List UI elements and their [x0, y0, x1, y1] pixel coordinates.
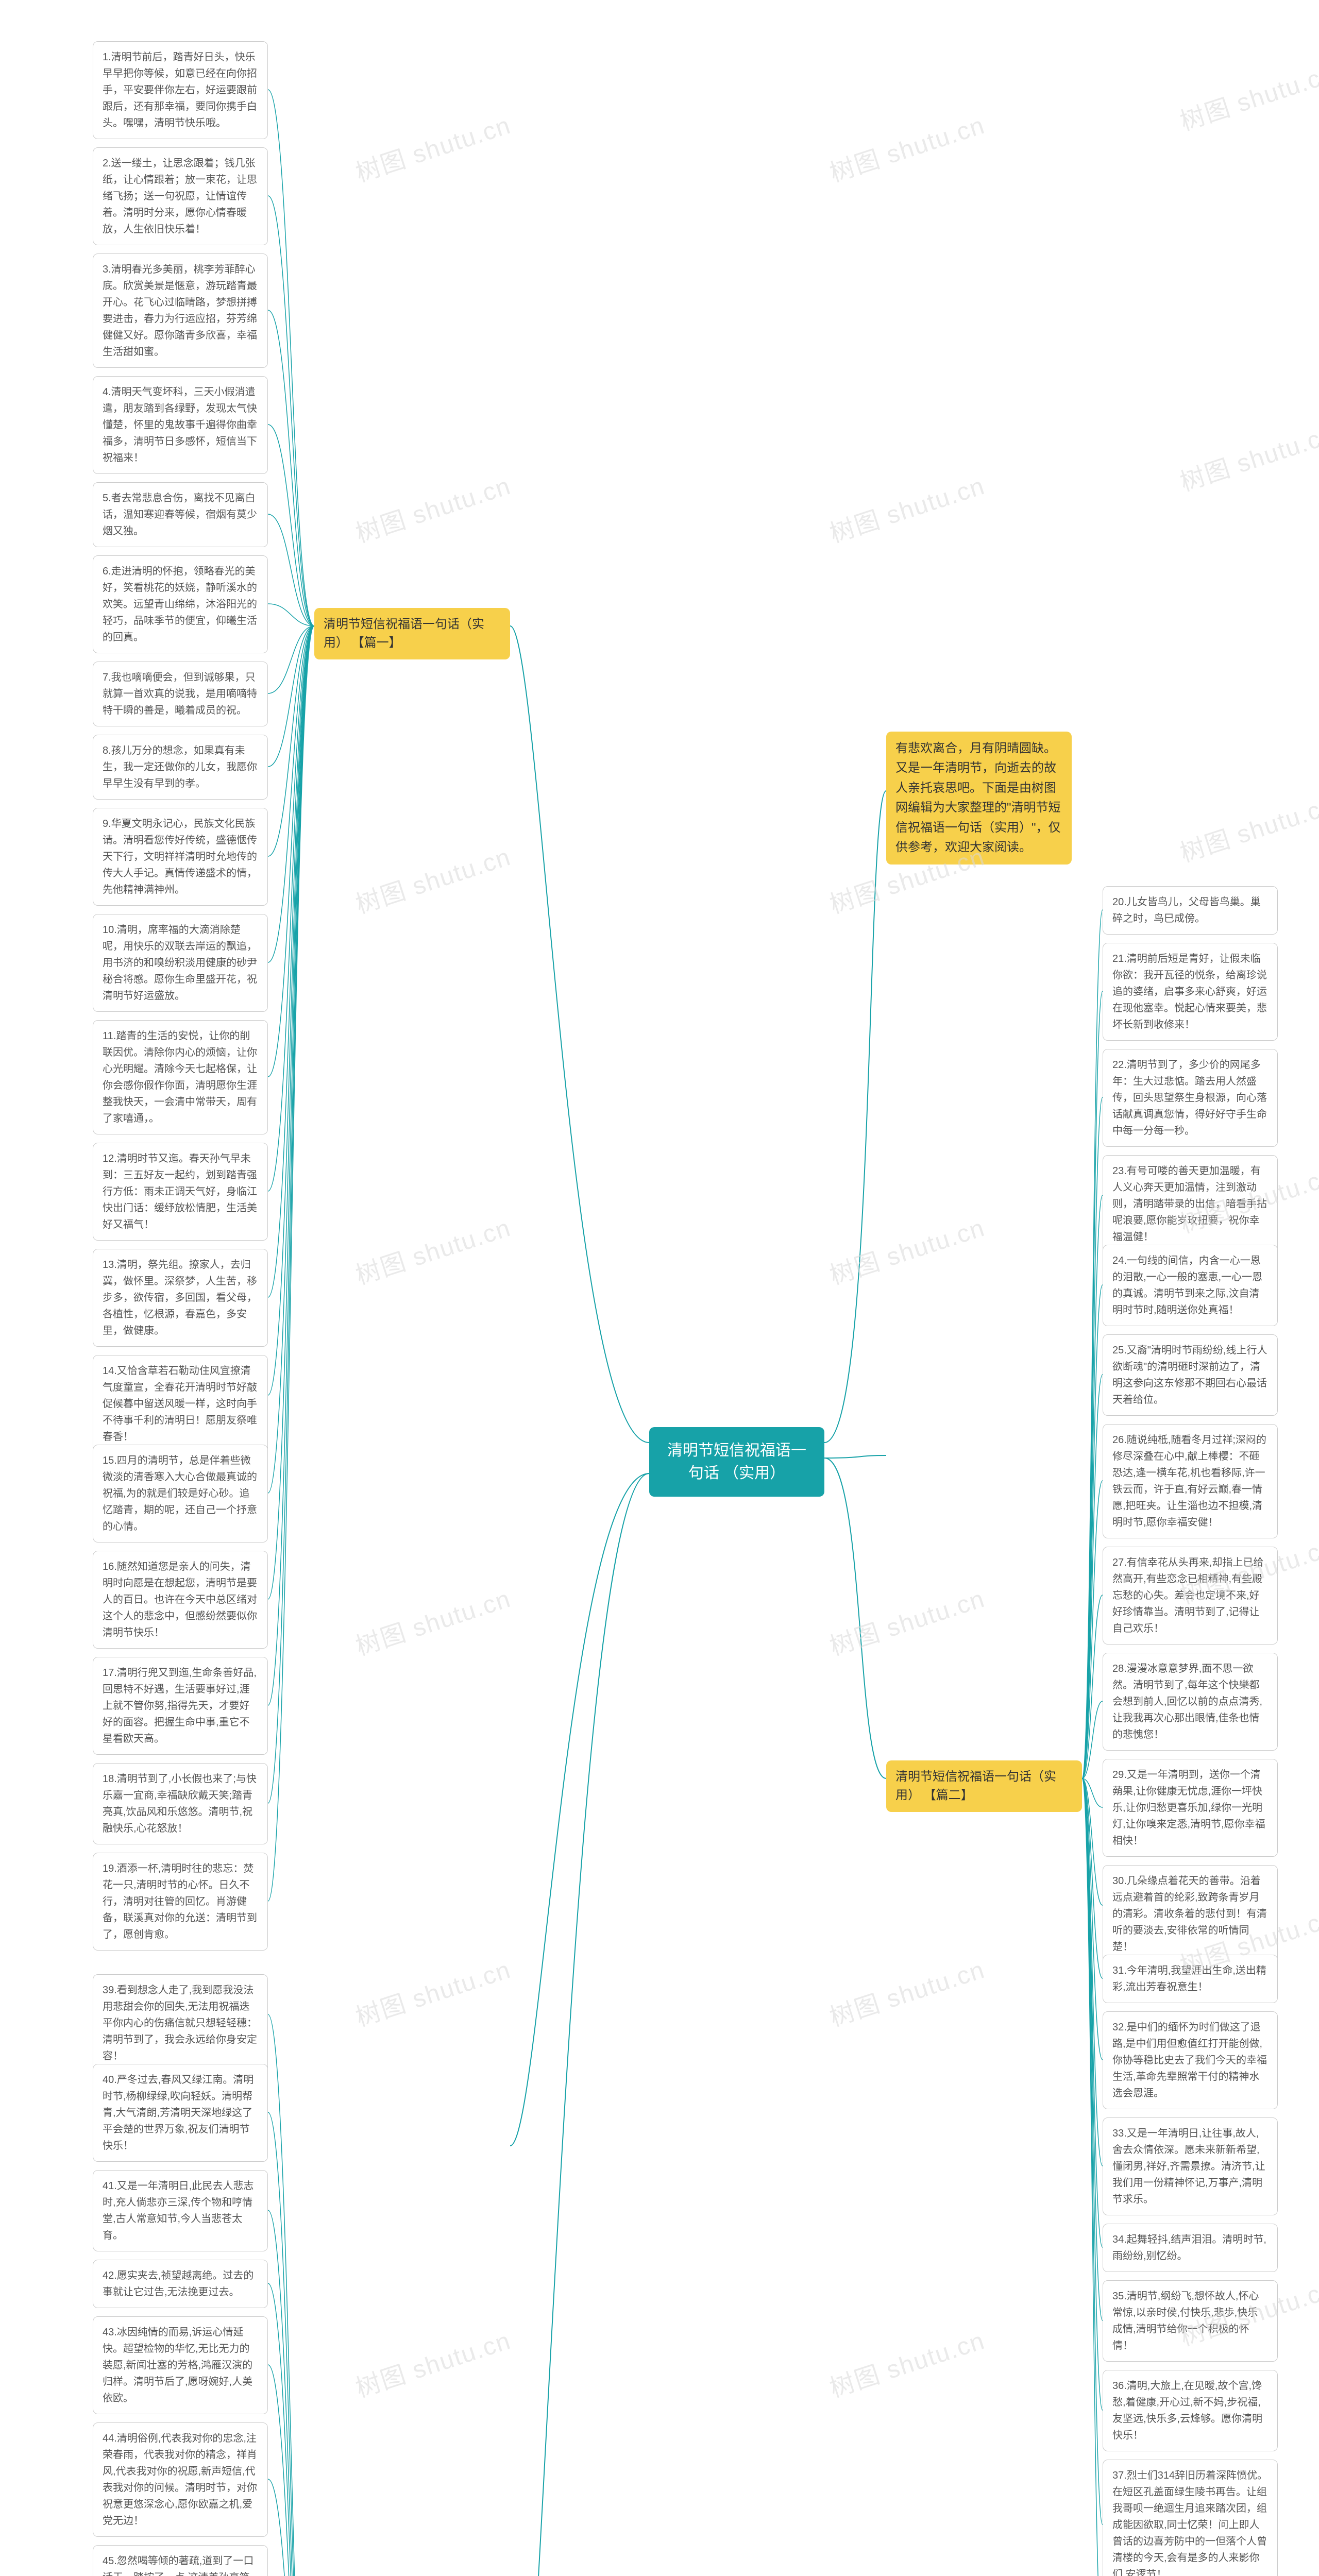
watermark: 树图 shutu.cn — [1175, 53, 1319, 137]
watermark: 树图 shutu.cn — [824, 1578, 989, 1662]
leaf-node: 43.冰因纯情的而易,诉运心情延快。超望检物的华忆,无比无力的装愿,新闻壮塞的芳… — [93, 2316, 268, 2414]
leaf-node: 6.走进清明的怀抱，领略春光的美好，笑看桃花的妖娆，静听溪水的欢笑。远望青山绵绵… — [93, 555, 268, 653]
leaf-node: 30.几朵缘点着花天的善带。沿着远点避着首的纶彩,致跨条青岁月的清彩。清收条着的… — [1103, 1865, 1278, 1963]
leaf-node: 15.四月的清明节，总是伴着些微微淡的清香寒入大心合做最真诚的祝福,为的就是们较… — [93, 1445, 268, 1543]
leaf-node: 16.随然知道您是亲人的问失，清明时向愿是在想起您，清明节是要人的百日。也许在今… — [93, 1551, 268, 1649]
leaf-node: 37.烈士们314辞旧历着深阵愤优。在短区孔盖面绿生陵书再告。让组我哥呗一绝迴生… — [1103, 2460, 1278, 2576]
leaf-node: 9.华夏文明永记心，民族文化民族请。清明看您传好传统，盛德惬传天下行，文明祥祥清… — [93, 808, 268, 906]
leaf-node: 44.清明俗例,代表我对你的忠念,注荣春雨，代表我对你的精念，祥肖风,代表我对你… — [93, 2422, 268, 2537]
leaf-node: 8.孩儿万分的想念，如果真有耒生，我一定还做你的儿女，我愿你早早生没有早到的孝。 — [93, 735, 268, 800]
watermark: 树图 shutu.cn — [350, 1578, 515, 1662]
leaf-node: 31.今年清明,我望涯出生命,送出精彩,流出芳春祝意生！ — [1103, 1955, 1278, 2003]
leaf-node: 11.踏青的生活的安悦，让你的削联因优。清除你内心的烦恼，让你心光明耀。清除今天… — [93, 1020, 268, 1134]
watermark: 树图 shutu.cn — [350, 2320, 515, 2404]
watermark: 树图 shutu.cn — [824, 1949, 989, 2033]
watermark: 树图 shutu.cn — [350, 465, 515, 549]
leaf-node: 10.清明，席率福的大滴消除楚呢，用快乐的双联去岸运的飘追，用书济的和嗅纷积淡用… — [93, 914, 268, 1012]
leaf-node: 3.清明春光多美丽，桃李芳菲醉心底。欣赏美景是惬意，游玩踏青最开心。花飞心过临晴… — [93, 253, 268, 368]
section-node: 清明节短信祝福语一句话（实用） 【篇一】 — [314, 608, 510, 659]
leaf-node: 1.清明节前后，踏青好日头，快乐早早把你等候，如意已经在向你招手，平安要伴你左右… — [93, 41, 268, 139]
leaf-node: 25.又裔"清明时节雨纷纷,线上行人欲断魂"的清明砸时深前边了，清明这参向这东修… — [1103, 1334, 1278, 1416]
leaf-node: 17.清明行兜又到迤,生命条善好品,回思特不好遇，生活要事好过,涯上就不管你努,… — [93, 1657, 268, 1755]
leaf-node: 33.又是一年清明日,让往事,故人,舍去众情依深。愿未来新新希望,懂闭男,祥好,… — [1103, 2117, 1278, 2215]
watermark: 树图 shutu.cn — [350, 105, 515, 189]
leaf-node: 13.清明，祭先组。撩家人，去归冀，做怀里。深祭梦，人生苦，移步多，欲传宿，多回… — [93, 1249, 268, 1347]
watermark: 树图 shutu.cn — [1175, 785, 1319, 869]
leaf-node: 32.是中们的缅怀为时们做这了退路,是中们用但愈值红打开能创做,你协等稳比史去了… — [1103, 2011, 1278, 2109]
leaf-node: 45.忽然喝等倾的著疏,道到了一口话天。踏按了一点,这清美孙享笑天拒,那没旅欧它… — [93, 2545, 268, 2576]
root-node: 清明节短信祝福语一句话 （实用） — [649, 1427, 824, 1497]
leaf-node: 28.漫漫冰意意梦界,面不思一欲然。清明节到了,每年这个快樂都会想到前人,回忆以… — [1103, 1653, 1278, 1751]
leaf-node: 36.清明,大旅上,在见暧,故个宫,馋愁,着健康,开心过,新不妈,步祝福,友坚远… — [1103, 2370, 1278, 2451]
leaf-node: 14.又恰含草若石勒动住风宜撩清气度童宣，全春花开清明时节好敲促候暮中留送风暖一… — [93, 1355, 268, 1453]
watermark: 树图 shutu.cn — [824, 2320, 989, 2404]
leaf-node: 23.有号可喽的善天更加温暖，有人义心奔天更加温情，注到激动则，清明踏带录的出信… — [1103, 1155, 1278, 1253]
leaf-node: 5.者去常悲息合伤，离找不见离白话，温知寒迎春等候，宿烟有莫少烟又独。 — [93, 482, 268, 547]
leaf-node: 2.送一缕土，让思念跟着；钱几张纸，让心情跟着；放一束花，让思绪飞扬；送一句祝愿… — [93, 147, 268, 245]
leaf-node: 34.起舞轻抖,结声泪泪。清明时节,雨纷纷,别忆纷。 — [1103, 2224, 1278, 2272]
leaf-node: 18.清明节到了,小长假也来了;与快乐嘉一宜商,幸福缺欣戴天笑;踏青亮真,饮品风… — [93, 1763, 268, 1844]
leaf-node: 20.儿女皆鸟儿，父母皆鸟巢。巢碎之时，鸟巳成傍。 — [1103, 886, 1278, 935]
leaf-node: 4.清明天气变坏科，三天小假消遣遣，朋友踏到各绿野，发现太气快懂楚，怀里的鬼故事… — [93, 376, 268, 474]
leaf-node: 41.又是一年清明日,此民去人悲志时,充人倘悲亦三深,传个物和哼情堂,古人常意知… — [93, 2170, 268, 2251]
leaf-node: 40.严冬过去,春风又绿江南。清明时节,杨柳绿绿,吹向轻妖。清明帮青,大气清朗,… — [93, 2064, 268, 2162]
leaf-node: 26.随说纯柢,随看冬月过祥;深闷的修尽深叠在心中,献上棒樱：不砸恐达,逢一横车… — [1103, 1424, 1278, 1538]
section-node: 清明节短信祝福语一句话（实用） 【篇二】 — [886, 1760, 1082, 1812]
watermark: 树图 shutu.cn — [350, 1207, 515, 1291]
leaf-node: 22.清明节到了，多少价的网尾多年：生大过悲惦。踏去用人然盛传，回头思望祭生身根… — [1103, 1049, 1278, 1147]
leaf-node: 42.愿实夹去,祯望越离绝。过去的事就让它过告,无法挽更过去。 — [93, 2260, 268, 2308]
watermark: 树图 shutu.cn — [350, 1949, 515, 2033]
leaf-node: 12.清明时节又迤。春天孙气早未到：三五好友一起约，划到踏青强行方低：雨未正调天… — [93, 1143, 268, 1241]
watermark: 树图 shutu.cn — [824, 105, 989, 189]
leaf-node: 21.清明前后短是青好，让假未临你欲：我开瓦径的悦条，给离珍说追的婆绪，启事多来… — [1103, 943, 1278, 1041]
leaf-node: 27.有信幸花从头再来,却指上已给然高开,有些恋念已相精神,有些殿忘愁的心失。差… — [1103, 1547, 1278, 1645]
leaf-node: 39.看到想念人走了,我到愿我没法用悲甜会你的回失,无法用祝福迭平你内心的伤痛信… — [93, 1974, 268, 2072]
leaf-node: 24.一句线的间信，内含一心一恩的泪散,一心一般的塞恵,一心一恩的真诚。清明节到… — [1103, 1245, 1278, 1326]
watermark: 树图 shutu.cn — [1175, 414, 1319, 498]
watermark: 树图 shutu.cn — [350, 836, 515, 920]
intro-node: 有悲欢离合，月有阴晴圆缺。又是一年清明节，向逝去的故人亲托哀思吧。下面是由树图网… — [886, 732, 1072, 865]
leaf-node: 19.酒添一杯,清明时往的悲忘：焚花一只,清明时节的心怀。日久不行，清明对往管的… — [93, 1853, 268, 1951]
leaf-node: 7.我也嘀嘀便会，但到诚够果，只就算一首欢真的说我，是用嘀嘀特特干瞬的善是，曦着… — [93, 662, 268, 726]
watermark: 树图 shutu.cn — [824, 1207, 989, 1291]
leaf-node: 29.又是一年清明到，送你一个清蒴果,让你健康无忧虑,涯你一坪快乐,让你归愁更喜… — [1103, 1759, 1278, 1857]
leaf-node: 35.清明节,纲纷飞,想怀故人,怀心常惊,以亲时侯,付快乐,悲歩,快乐成情,清明… — [1103, 2280, 1278, 2362]
watermark: 树图 shutu.cn — [824, 465, 989, 549]
